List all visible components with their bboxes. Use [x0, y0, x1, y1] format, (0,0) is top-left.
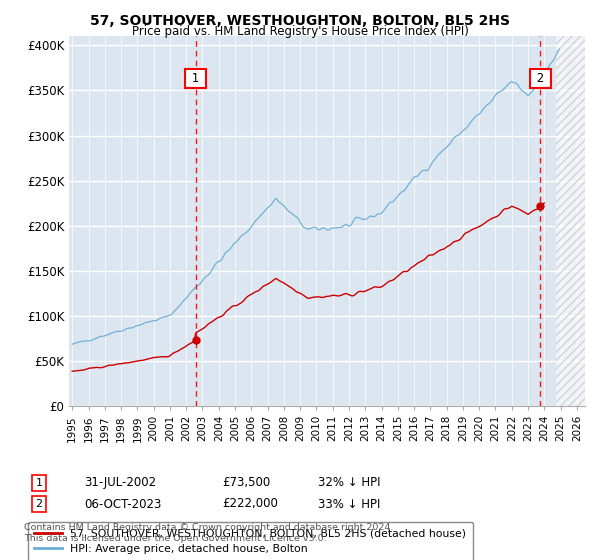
Text: 1: 1: [35, 478, 43, 488]
Text: Contains HM Land Registry data © Crown copyright and database right 2024.: Contains HM Land Registry data © Crown c…: [24, 523, 394, 532]
Text: 57, SOUTHOVER, WESTHOUGHTON, BOLTON, BL5 2HS: 57, SOUTHOVER, WESTHOUGHTON, BOLTON, BL5…: [90, 14, 510, 28]
Text: 2: 2: [35, 499, 43, 509]
Text: 1: 1: [188, 72, 203, 85]
Text: 31-JUL-2002: 31-JUL-2002: [84, 476, 156, 489]
Text: 06-OCT-2023: 06-OCT-2023: [84, 497, 161, 511]
Text: 33% ↓ HPI: 33% ↓ HPI: [318, 497, 380, 511]
Text: 2: 2: [533, 72, 548, 85]
Legend: 57, SOUTHOVER, WESTHOUGHTON, BOLTON, BL5 2HS (detached house), HPI: Average pric: 57, SOUTHOVER, WESTHOUGHTON, BOLTON, BL5…: [28, 522, 473, 560]
Text: This data is licensed under the Open Government Licence v3.0.: This data is licensed under the Open Gov…: [24, 534, 326, 543]
Text: £222,000: £222,000: [222, 497, 278, 511]
Text: 32% ↓ HPI: 32% ↓ HPI: [318, 476, 380, 489]
Text: £73,500: £73,500: [222, 476, 270, 489]
Text: Price paid vs. HM Land Registry's House Price Index (HPI): Price paid vs. HM Land Registry's House …: [131, 25, 469, 38]
